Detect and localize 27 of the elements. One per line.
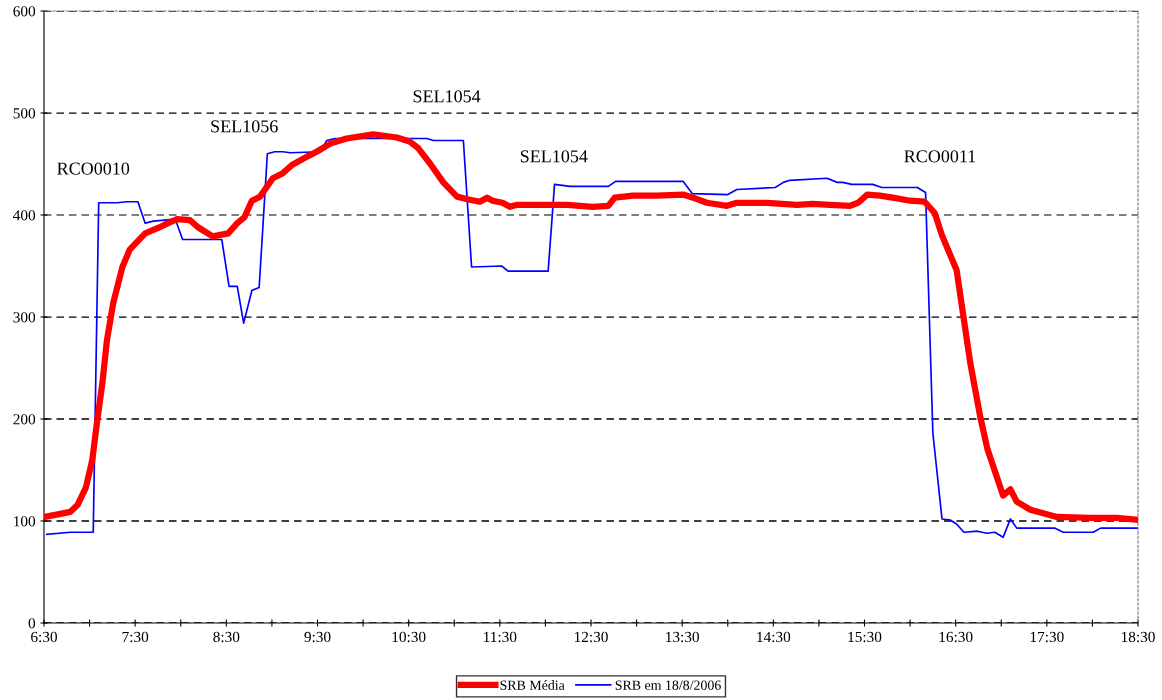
y-tick-label: 0 — [28, 618, 36, 629]
y-tick-label: 100 — [14, 516, 36, 527]
x-tick-label: 12:30 — [574, 631, 608, 643]
y-tick-label: 300 — [13, 312, 36, 323]
annotation: SEL1054 — [520, 150, 588, 163]
x-tick-label: 10:30 — [392, 631, 426, 643]
x-tick-label: 8:30 — [213, 631, 240, 643]
x-tick-label: 7:30 — [122, 631, 149, 643]
x-tick-label: 9:30 — [304, 631, 331, 643]
legend-label: SRB em 18/8/2006 — [615, 680, 721, 690]
y-tick-label: 500 — [13, 108, 36, 119]
y-tick-label: 400 — [13, 210, 36, 221]
x-tick-label: 14:30 — [757, 631, 791, 643]
y-tick-label: 200 — [13, 414, 36, 425]
y-tick-label: 600 — [13, 6, 36, 17]
x-tick-label: 17:30 — [1030, 631, 1064, 643]
x-tick-label: 11:30 — [484, 631, 517, 643]
annotation: SEL1056 — [211, 120, 278, 133]
annotation: SEL1054 — [413, 90, 481, 103]
annotation: RCO0010 — [57, 162, 130, 175]
x-tick-label: 15:30 — [848, 631, 882, 643]
x-tick-label: 18:30 — [1121, 631, 1155, 643]
x-tick-label: 16:30 — [939, 631, 973, 643]
annotation: RCO0011 — [904, 150, 976, 163]
x-tick-label: 13:30 — [666, 631, 699, 643]
legend-label: SRB Média — [500, 680, 565, 690]
x-tick-label: 6:30 — [31, 631, 57, 643]
